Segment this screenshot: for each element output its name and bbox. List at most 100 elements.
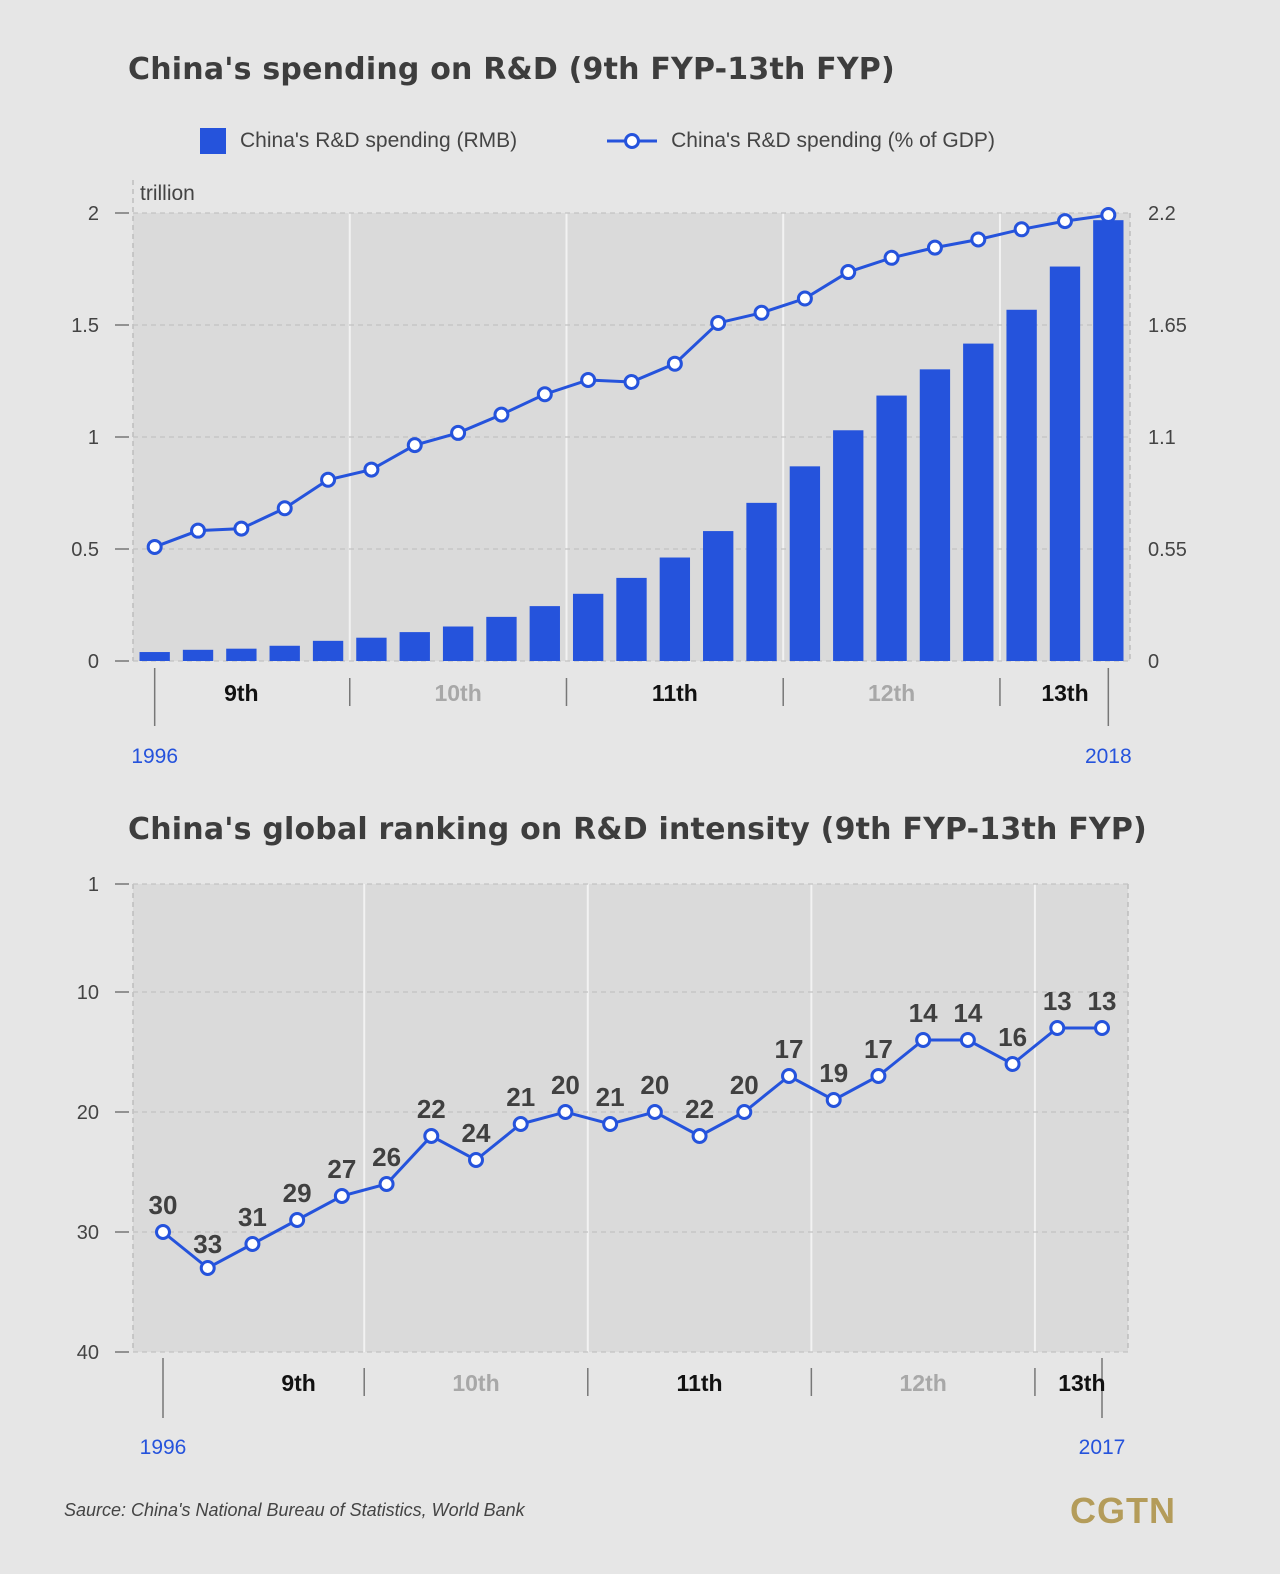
bar-2013 [876, 395, 907, 661]
gdp-point-2011 [796, 290, 813, 307]
rank-label-2014: 14 [953, 998, 982, 1028]
bar-2017 [1049, 266, 1081, 661]
rank-label-2016: 13 [1043, 986, 1072, 1016]
gdp-point-2000 [320, 471, 337, 488]
rank-label-2017: 13 [1088, 986, 1117, 1016]
rank-point-2010 [781, 1068, 797, 1084]
gdp-point-1997 [190, 522, 207, 539]
bar-2001 [356, 637, 387, 661]
bar-1999 [269, 645, 300, 661]
rank-point-2009 [736, 1104, 753, 1120]
rank-point-2014 [959, 1032, 976, 1048]
rank-label-2000: 27 [327, 1154, 356, 1184]
rank-point-2013 [915, 1032, 932, 1048]
rank-label-2007: 20 [640, 1070, 669, 1100]
y-tick-label: 20 [77, 1102, 99, 1124]
rank-point-2008 [691, 1128, 708, 1144]
right-tick-label: 2.2 [1148, 203, 1176, 225]
gdp-point-2007 [623, 374, 640, 391]
legend-label-gdp: China's R&D spending (% of GDP) [671, 129, 995, 152]
y-tick-label: 30 [77, 1222, 99, 1244]
bar-2005 [529, 606, 560, 661]
y-tick-label: 10 [77, 982, 99, 1004]
bar-2015 [963, 343, 994, 661]
fyp-label-9th: 9th [281, 1370, 316, 1396]
gdp-point-2016 [1013, 221, 1030, 238]
gdp-point-2009 [710, 314, 727, 331]
gdp-point-1996 [146, 538, 163, 555]
start-year-label: 1996 [131, 745, 178, 768]
rank-label-2008: 22 [685, 1094, 714, 1124]
fyp-label-9th: 9th [224, 680, 259, 706]
legend-bar-swatch [200, 128, 226, 154]
bar-2012 [833, 430, 864, 661]
gdp-point-2005 [536, 386, 553, 403]
gdp-point-1999 [276, 500, 293, 517]
gdp-point-2015 [970, 231, 987, 248]
bar-2004 [486, 616, 517, 661]
rank-point-2001 [378, 1176, 395, 1192]
rank-point-2000 [333, 1188, 350, 1204]
chart2-title: China's global ranking on R&D intensity … [128, 812, 1147, 847]
bar-1996 [139, 652, 170, 661]
rank-label-2015: 16 [998, 1022, 1027, 1052]
bar-1997 [182, 649, 214, 661]
fyp-label-12th: 12th [868, 680, 915, 706]
left-tick-label: 0 [88, 651, 99, 673]
gdp-point-2012 [840, 264, 857, 281]
rank-label-2012: 17 [864, 1034, 893, 1064]
rank-point-2015 [1004, 1056, 1021, 1072]
source-note: Saurce: China's National Bureau of Stati… [64, 1500, 525, 1520]
chart1-title: China's spending on R&D (9th FYP-13th FY… [128, 52, 895, 87]
gdp-point-2004 [493, 406, 510, 423]
legend-label-rmb: China's R&D spending (RMB) [240, 129, 518, 152]
bar-2009 [703, 531, 734, 661]
left-tick-label: 1 [88, 427, 99, 449]
cgtn-logo: CGTN [1070, 1490, 1176, 1531]
fyp-label-10th: 10th [452, 1370, 499, 1396]
rank-point-2012 [870, 1068, 887, 1084]
bar-2003 [442, 626, 474, 661]
fyp-label-10th: 10th [434, 680, 481, 706]
gdp-point-2001 [363, 461, 380, 478]
rank-point-1997 [199, 1260, 216, 1276]
gdp-point-2010 [753, 304, 770, 321]
gdp-point-2017 [1056, 213, 1073, 230]
rank-point-2011 [825, 1092, 842, 1108]
rank-point-2004 [512, 1116, 529, 1132]
right-tick-label: 1.1 [1148, 427, 1176, 449]
bar-2014 [919, 369, 951, 661]
chart1-legend: China's R&D spending (RMB) China's R&D s… [200, 124, 1085, 158]
rank-label-2002: 22 [417, 1094, 446, 1124]
ranking-line [162, 1026, 1102, 1270]
rank-point-1999 [289, 1212, 306, 1228]
legend-line-swatch [607, 133, 658, 149]
bar-2016 [1006, 309, 1037, 661]
rank-label-2003: 24 [462, 1118, 491, 1148]
rank-label-1999: 29 [283, 1178, 312, 1208]
gdp-point-2006 [580, 371, 597, 388]
legend-item-gdp: China's R&D spending (% of GDP) [607, 129, 995, 153]
rank-label-2006: 21 [596, 1082, 625, 1112]
rank-label-1998: 31 [238, 1202, 267, 1232]
bar-2006 [572, 593, 604, 661]
y-tick-label: 40 [77, 1342, 99, 1364]
rank-point-2016 [1049, 1020, 1066, 1036]
rank-label-2004: 21 [506, 1082, 535, 1112]
rank-point-2017 [1094, 1020, 1110, 1036]
rank-point-2002 [423, 1128, 440, 1144]
gdp-point-2008 [666, 355, 683, 372]
gdp-point-2018 [1100, 207, 1117, 224]
fyp-label-13th: 13th [1041, 680, 1088, 706]
right-tick-label: 1.65 [1148, 315, 1187, 337]
end-year-label: 2017 [1079, 1436, 1126, 1459]
gdp-point-2002 [406, 437, 423, 454]
bar-2000 [312, 640, 344, 661]
rank-point-2005 [557, 1104, 574, 1120]
rank-label-2013: 14 [909, 998, 938, 1028]
y-tick-label: 1 [88, 874, 99, 896]
rank-label-2005: 20 [551, 1070, 580, 1100]
rank-point-2007 [646, 1104, 663, 1120]
gdp-point-2003 [450, 424, 467, 441]
